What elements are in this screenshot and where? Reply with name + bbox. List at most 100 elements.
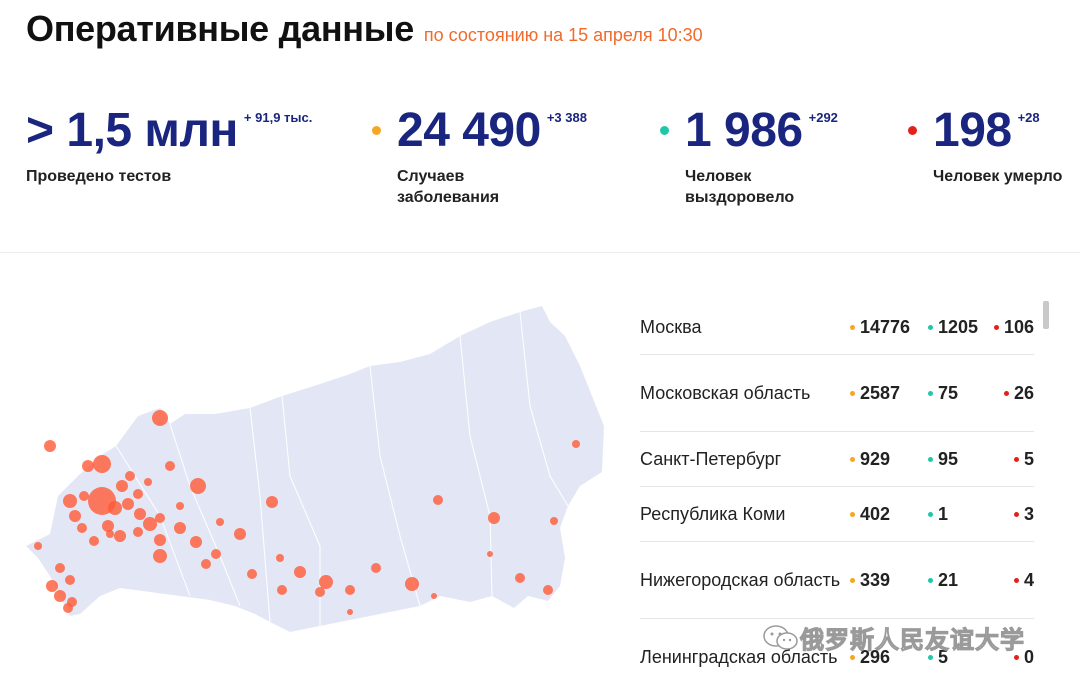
stat-recovered: 1 986 +292 Человек выздоровело [660,104,838,208]
case-marker [108,501,122,515]
recovered-count: 5 [928,647,990,668]
case-marker [69,510,81,522]
cases-count: 2587 [850,383,928,404]
case-marker [294,566,306,578]
stat-deaths: 198 +28 Человек умерло [908,104,1080,187]
page-header: Оперативные данные по состоянию на 15 ап… [26,8,703,50]
case-marker [488,512,500,524]
region-list-scrollbar[interactable] [1043,301,1049,329]
case-marker [515,573,525,583]
case-marker [247,569,257,579]
cases-count: 14776 [850,317,928,338]
page-subtitle: по состоянию на 15 апреля 10:30 [423,25,703,45]
cases-value: 339 [860,569,891,590]
case-marker [133,489,143,499]
list-item[interactable]: Нижегородская область 339 21 4 [640,542,1034,619]
recovered-value: 1 [938,503,949,524]
case-marker [134,508,146,520]
case-marker [572,440,580,448]
case-marker [405,577,419,591]
region-name: Московская область [640,382,811,403]
region-name: Санкт-Петербург [640,448,782,469]
case-marker [116,480,128,492]
region-name: Республика Коми [640,503,786,524]
list-item[interactable]: Москва 14776 1205 106 [640,300,1034,355]
case-marker [319,575,333,589]
deaths-count: 3 [990,504,1034,525]
case-marker [55,563,65,573]
case-marker [315,587,325,597]
stat-delta: + 91,9 тыс. [243,110,313,125]
watermark: 俄罗斯人民友谊大学 [762,620,1025,655]
recovered-dot-icon [660,126,669,135]
stat-label: Человек выздоровело [685,168,795,206]
case-marker [77,523,87,533]
stat-delta: +3 388 [546,110,587,125]
case-marker [46,580,58,592]
list-item[interactable]: Ленинградская область 296 5 0 [640,619,1034,695]
case-marker [82,460,94,472]
case-marker [133,527,143,537]
region-name: Нижегородская область [640,569,841,590]
deaths-value: 4 [1023,569,1034,590]
case-marker [543,585,553,595]
map-land [26,306,604,632]
cases-value: 402 [860,503,891,524]
case-marker [102,520,114,532]
deaths-value: 26 [1013,382,1034,403]
case-marker [122,498,134,510]
case-marker [153,549,167,563]
case-markers [34,410,580,615]
stat-label: Случаев заболевания [397,168,500,206]
deaths-count: 0 [990,647,1034,668]
stat-tests: > 1,5 млн + 91,9 тыс. Проведено тестов [26,104,312,187]
case-marker [266,496,278,508]
cases-count: 339 [850,570,928,591]
deaths-value: 106 [1003,316,1034,337]
deaths-count: 5 [990,449,1034,470]
deaths-value: 3 [1023,503,1034,524]
cases-value: 929 [860,448,891,469]
region-borders [115,311,569,626]
recovered-value: 95 [938,448,959,469]
case-marker [144,478,152,486]
case-marker [347,609,353,615]
case-marker [143,517,157,531]
case-marker [345,585,355,595]
case-marker [63,603,73,613]
recovered-value: 21 [938,569,959,590]
stat-label: Проведено тестов [26,168,172,185]
case-marker [216,518,224,526]
list-item[interactable]: Московская область 2587 75 26 [640,355,1034,432]
deaths-count: 26 [990,383,1034,404]
list-item[interactable]: Санкт-Петербург 929 95 5 [640,432,1034,487]
case-marker [174,522,186,534]
case-marker [190,478,206,494]
deaths-count: 106 [990,317,1034,338]
case-marker [152,410,168,426]
stat-value: > 1,5 млн [26,104,238,157]
case-marker [93,455,111,473]
case-marker [487,551,493,557]
case-marker [155,513,165,523]
case-marker [431,593,437,599]
cases-count: 402 [850,504,928,525]
list-item[interactable]: Республика Коми 402 1 3 [640,487,1034,542]
region-list[interactable]: Москва 14776 1205 106 Московская область… [640,300,1034,695]
case-marker [106,530,114,538]
case-marker [176,502,184,510]
recovered-count: 21 [928,570,990,591]
case-marker [190,536,202,548]
case-marker [277,585,287,595]
case-marker [44,440,56,452]
case-marker [54,590,66,602]
case-marker [154,534,166,546]
case-marker [114,530,126,542]
recovered-count: 1205 [928,317,990,338]
case-marker [371,563,381,573]
russia-map[interactable] [20,296,620,641]
stat-label: Человек умерло [933,168,1063,185]
case-marker [550,517,558,525]
recovered-value: 75 [938,382,959,403]
case-marker [79,491,89,501]
